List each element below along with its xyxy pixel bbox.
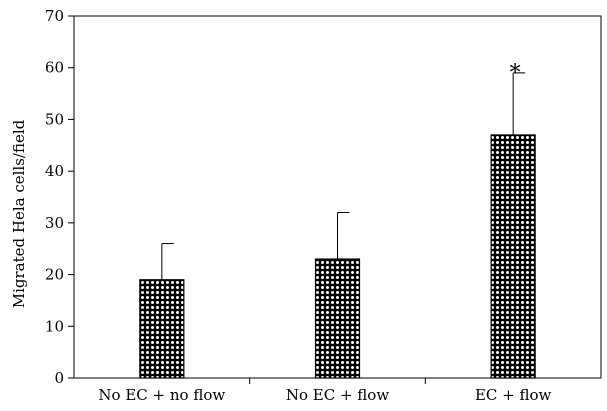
x-tick-label: No EC + flow bbox=[286, 386, 389, 404]
y-tick-label: 70 bbox=[45, 7, 64, 25]
y-tick-label: 50 bbox=[45, 110, 64, 128]
bar bbox=[139, 279, 185, 379]
y-tick-label: 20 bbox=[45, 266, 64, 284]
y-tick-label: 0 bbox=[54, 369, 64, 387]
y-tick-label: 10 bbox=[45, 317, 64, 335]
plot-area: 0 10 20 30 40 50 60 70 No EC + no flow No EC + fl… bbox=[45, 7, 602, 404]
y-tick-label: 30 bbox=[45, 214, 64, 232]
bar bbox=[490, 134, 536, 379]
x-tick-label: EC + flow bbox=[475, 386, 552, 404]
y-tick-label: 40 bbox=[45, 162, 64, 180]
significance-marker: * bbox=[510, 61, 521, 86]
x-tick-label: No EC + no flow bbox=[98, 386, 225, 404]
bar bbox=[314, 258, 361, 379]
y-axis-label: Migrated Hela cells/field bbox=[10, 119, 28, 308]
y-tick-label: 60 bbox=[45, 59, 64, 77]
